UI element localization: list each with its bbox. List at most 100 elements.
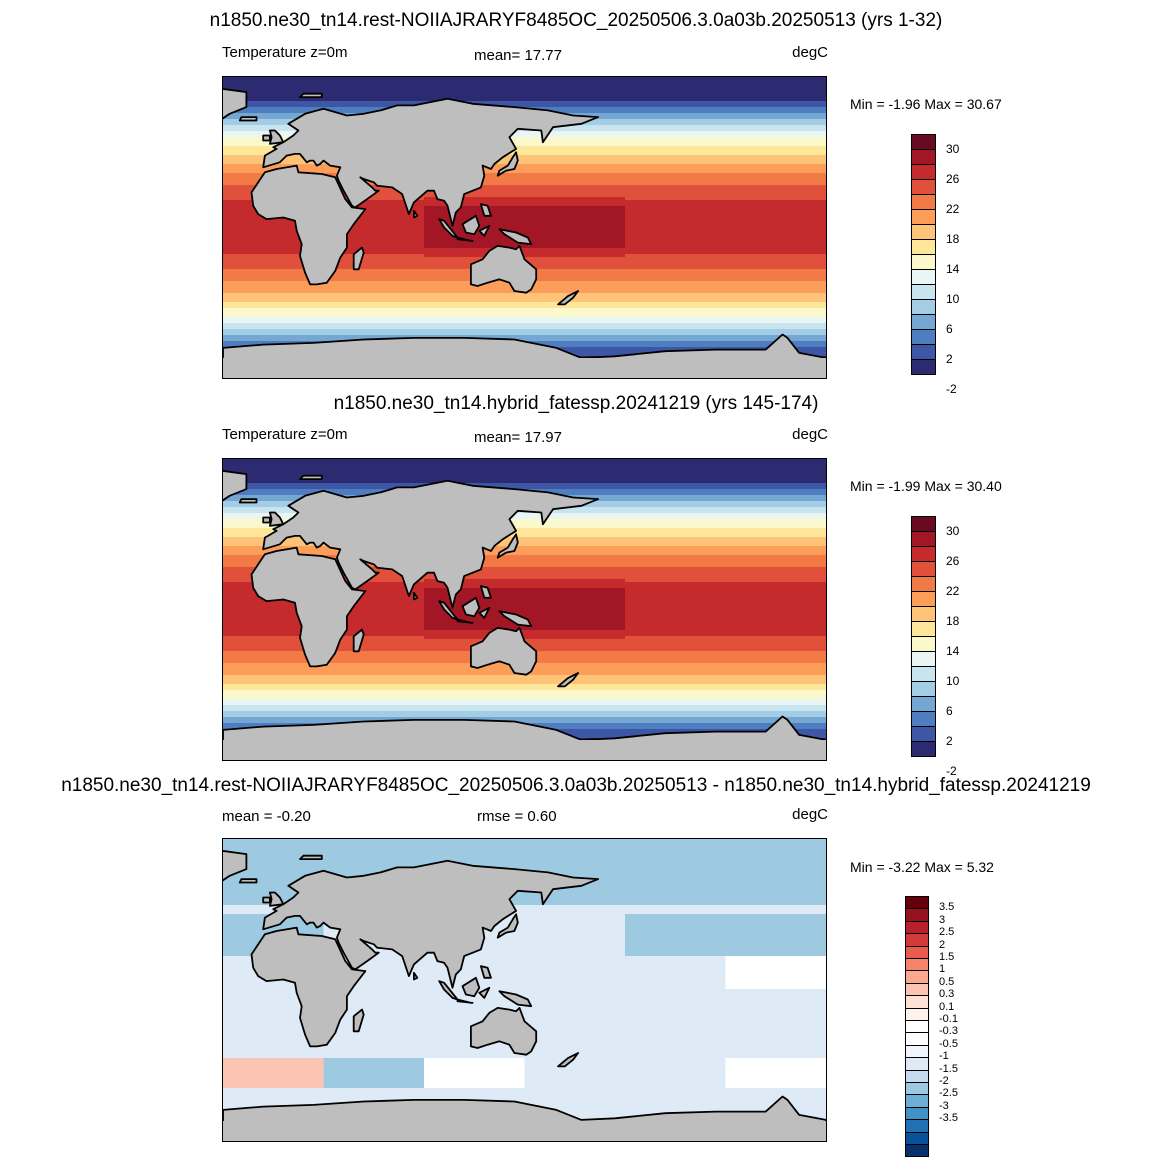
ocean-field-cell [424, 1052, 526, 1056]
ocean-field-cell [524, 723, 626, 727]
ocean-field-cell [424, 1016, 526, 1020]
ocean-field-cell [223, 495, 325, 499]
ocean-field-cell [725, 507, 826, 511]
ocean-field-cell [524, 693, 626, 697]
ocean-field-cell [424, 968, 526, 972]
colorbar-cell [911, 254, 936, 270]
ocean-field-cell [625, 603, 727, 607]
ocean-field-cell [223, 696, 325, 700]
ocean-field-cell [223, 468, 325, 472]
ocean-field-cell [725, 839, 826, 843]
landmass [461, 214, 481, 236]
ocean-field-cell [625, 179, 727, 183]
ocean-field-cell [725, 585, 826, 589]
ocean-field-cell [625, 866, 727, 870]
ocean-field-cell [223, 164, 325, 168]
ocean-field-cell [524, 1109, 626, 1113]
ocean-field-cell [625, 573, 727, 577]
ocean-field-cell [323, 329, 425, 333]
ocean-field-cell [625, 651, 727, 655]
ocean-field-cell [323, 332, 425, 336]
ocean-field-cell [424, 1061, 526, 1065]
ocean-field-cell [424, 672, 526, 676]
ocean-field-cell [725, 293, 826, 297]
ocean-field-cell [424, 959, 526, 963]
ocean-field-cell [725, 116, 826, 120]
ocean-field-cell [424, 848, 526, 852]
ocean-field-cell [625, 125, 727, 129]
ocean-field-cell [223, 119, 325, 123]
ocean-field-cell [223, 335, 325, 339]
ocean-field-cell [223, 242, 325, 246]
ocean-field-cell [223, 281, 325, 285]
ocean-field-cell [223, 621, 325, 625]
ocean-field-cell [524, 564, 626, 568]
colorbar-tick-label: 30 [946, 524, 960, 538]
ocean-field-cell [323, 480, 425, 484]
ocean-field-cell [424, 687, 526, 691]
ocean-field-cell [725, 161, 826, 165]
colorbar-tick-label: -2.5 [939, 1087, 958, 1100]
ocean-field-cell [223, 839, 325, 843]
ocean-field-cell [625, 911, 727, 915]
ocean-field-cell [625, 705, 727, 709]
ocean-field-cell [524, 633, 626, 637]
ocean-field-cell [725, 1007, 826, 1011]
ocean-field-cell [323, 968, 425, 972]
ocean-field-cell [323, 1001, 425, 1005]
ocean-field-cell [524, 657, 626, 661]
ocean-field-cell [725, 468, 826, 472]
ocean-field-cell [223, 302, 325, 306]
ocean-field-cell [725, 986, 826, 990]
ocean-field-cell [625, 296, 727, 300]
ocean-field-cell [524, 137, 626, 141]
ocean-field-cell [223, 612, 325, 616]
ocean-field-cell [323, 305, 425, 309]
ocean-field-cell [625, 311, 727, 315]
ocean-field-cell [725, 143, 826, 147]
ocean-field-cell [524, 872, 626, 876]
ocean-field-cell [524, 332, 626, 336]
ocean-field-cell [725, 278, 826, 282]
ocean-field-cell [524, 732, 626, 736]
ocean-field-cell [625, 929, 727, 933]
ocean-field-cell [725, 194, 826, 198]
ocean-field-cell [524, 974, 626, 978]
ocean-field-cell [725, 320, 826, 324]
ocean-field-cell [223, 627, 325, 631]
ocean-field-cell [625, 851, 727, 855]
ocean-field-cell [625, 642, 727, 646]
ocean-field-cell [524, 726, 626, 730]
ocean-field-cell [524, 944, 626, 948]
ocean-field-cell [524, 636, 626, 640]
landmass [299, 474, 323, 481]
colorbar-cell [905, 970, 929, 984]
colorbar-tick-label: -0.3 [939, 1025, 958, 1038]
ocean-field-cell [424, 618, 526, 622]
ocean-field-cell [625, 510, 727, 514]
ocean-field-cell [323, 576, 425, 580]
ocean-field-cell [625, 723, 727, 727]
ocean-field-cell [424, 639, 526, 643]
ocean-field-cell [323, 687, 425, 691]
ocean-field-cell [725, 914, 826, 918]
ocean-field-cell [725, 534, 826, 538]
ocean-field-cell [223, 1028, 325, 1032]
ocean-field-cell [725, 690, 826, 694]
ocean-field-cell [223, 1013, 325, 1017]
ocean-field-cell [524, 77, 626, 81]
ocean-field-cell [625, 1004, 727, 1008]
ocean-field-cell [323, 236, 425, 240]
ocean-field-cell [625, 666, 727, 670]
ocean-field-cell [323, 248, 425, 252]
ocean-field-cell [725, 558, 826, 562]
ocean-field-cell [725, 260, 826, 264]
ocean-field-cell [725, 122, 826, 126]
ocean-field-cell [223, 669, 325, 673]
ocean-field-cell [625, 950, 727, 954]
ocean-field-cell [524, 896, 626, 900]
ocean-field-cell [223, 887, 325, 891]
ocean-field-cell [223, 995, 325, 999]
ocean-field-cell [524, 711, 626, 715]
ocean-field-cell [625, 1064, 727, 1068]
